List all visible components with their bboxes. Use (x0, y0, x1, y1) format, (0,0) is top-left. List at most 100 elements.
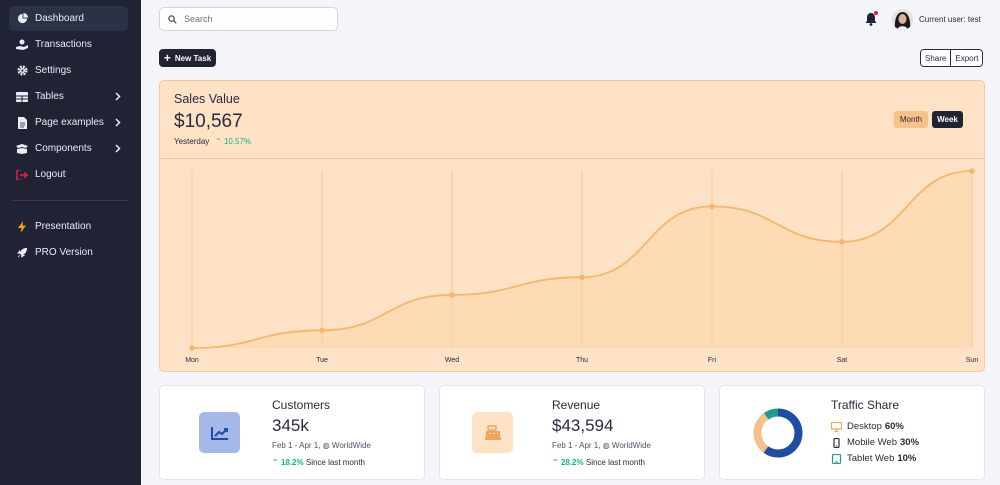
avatar[interactable] (892, 9, 913, 30)
sidebar-item-settings[interactable]: Settings (9, 58, 128, 83)
traffic-label: Desktop (847, 421, 882, 432)
sidebar-item-label: Transactions (35, 39, 92, 50)
sales-change: ⌃ 10.57% (215, 137, 251, 146)
cash-register-icon-box (472, 412, 513, 453)
sidebar-item-presentation[interactable]: Presentation (9, 214, 128, 239)
chart-point (319, 327, 325, 334)
sidebar-item-dashboard[interactable]: Dashboard (9, 6, 128, 31)
arrow-up-icon: ⌃ (215, 137, 224, 146)
since-text: Since last month (585, 458, 645, 467)
chart-x-tick-label: Mon (185, 357, 199, 364)
traffic-value: 30% (900, 437, 920, 448)
sidebar-divider (12, 200, 129, 201)
traffic-row-mobile: Mobile Web 30% (831, 437, 919, 448)
traffic-share-card: Traffic Share Desktop 60% Mobile Web 30% T… (719, 385, 985, 480)
chart-up-icon-box (199, 412, 240, 453)
sales-value: $10,567 (174, 111, 243, 132)
bell-icon[interactable] (865, 12, 877, 26)
new-task-label: New Task (174, 53, 212, 63)
export-button[interactable]: Export (950, 50, 983, 66)
desktop-icon (831, 421, 843, 432)
search-input[interactable] (184, 14, 324, 24)
share-button[interactable]: Share (921, 50, 951, 66)
globe-icon: ◍ (322, 441, 330, 450)
new-task-button[interactable]: + New Task (159, 49, 216, 67)
sidebar-item-pro-version[interactable]: PRO Version (9, 240, 128, 265)
sales-line-chart: Mon Tue Wed Thu Fri Sat Sun (185, 168, 979, 364)
chart-x-tick-label: Thu (576, 357, 588, 364)
rocket-icon (16, 247, 28, 259)
sidebar-item-label: Tables (35, 91, 64, 102)
sidebar-item-transactions[interactable]: Transactions (9, 32, 128, 57)
hand-holding-dollar-icon (16, 39, 28, 51)
sales-title: Sales Value (174, 92, 240, 106)
mobile-icon (831, 437, 843, 448)
customers-change: ⌃ 18.2% Since last month (272, 458, 365, 467)
chart-x-tick-label: Fri (708, 357, 717, 364)
traffic-row-tablet: Tablet Web 10% (831, 453, 916, 464)
customers-range: Feb 1 - Apr 1, ◍ WorldWide (272, 441, 371, 450)
notification-dot (874, 11, 878, 15)
chart-x-tick-label: Tue (316, 357, 328, 364)
traffic-donut-chart (753, 408, 803, 458)
donut-slice (753, 408, 803, 458)
tablet-icon (831, 453, 843, 464)
donut-slice (753, 408, 803, 458)
table-icon (16, 91, 28, 103)
chevron-right-icon (113, 92, 122, 101)
week-toggle[interactable]: Week (932, 111, 963, 128)
revenue-value: $43,594 (552, 416, 614, 435)
chevron-right-icon (113, 144, 122, 153)
sidebar-item-label: Page examples (35, 117, 104, 128)
sidebar-item-label: PRO Version (35, 247, 93, 258)
sidebar-item-label: Presentation (35, 221, 92, 232)
chart-area (192, 171, 972, 348)
search-icon (168, 14, 177, 24)
customers-value: 345k (272, 416, 309, 435)
revenue-change: ⌃ 28.2% Since last month (552, 458, 645, 467)
chart-point (449, 292, 455, 298)
sign-out-icon (16, 169, 28, 181)
chart-point (839, 239, 845, 245)
arrow-up-icon: ⌃ (272, 458, 281, 467)
chart-point (579, 274, 585, 280)
traffic-value: 10% (897, 453, 917, 464)
current-user-label: Current user: test (919, 15, 981, 24)
arrow-up-icon: ⌃ (552, 458, 561, 467)
cash-register-icon (484, 424, 501, 440)
traffic-label: Mobile Web (847, 437, 897, 448)
chart-x-tick-label: Sat (837, 357, 848, 364)
sales-period: Yesterday (174, 137, 210, 146)
gear-icon (16, 65, 28, 77)
chart-x-tick-label: Sun (966, 357, 979, 364)
pie-chart-icon (16, 13, 28, 25)
sidebar-item-tables[interactable]: Tables (9, 84, 128, 109)
traffic-label: Tablet Web (847, 453, 895, 464)
traffic-value: 60% (884, 421, 904, 432)
month-toggle[interactable]: Month (894, 111, 928, 128)
range-text: Feb 1 - Apr 1, (552, 441, 601, 450)
plus-icon: + (163, 51, 171, 65)
chart-divider (160, 158, 984, 159)
revenue-card: Revenue $43,594 Feb 1 - Apr 1, ◍ WorldWi… (439, 385, 705, 480)
chevron-right-icon (113, 118, 122, 127)
sidebar-item-label: Components (35, 143, 92, 154)
sidebar-item-label: Dashboard (35, 13, 84, 24)
document-icon (16, 116, 28, 129)
traffic-row-desktop: Desktop 60% (831, 421, 904, 432)
sidebar-item-page-examples[interactable]: Page examples (9, 110, 128, 135)
sales-value-card: Sales Value $10,567 Yesterday ⌃ 10.57% M… (159, 80, 985, 372)
chart-x-tick-label: Wed (445, 357, 459, 364)
sidebar-item-label: Logout (35, 169, 66, 180)
revenue-range: Feb 1 - Apr 1, ◍ WorldWide (552, 441, 651, 450)
sidebar-item-logout[interactable]: Logout (9, 162, 128, 187)
sidebar-item-label: Settings (35, 65, 72, 76)
change-value: 28.2% (560, 458, 584, 467)
region-text: WorldWide (611, 441, 651, 450)
chart-point (969, 168, 975, 174)
sidebar-item-components[interactable]: Components (9, 136, 128, 161)
box-open-icon (16, 143, 28, 155)
revenue-title: Revenue (552, 398, 601, 412)
traffic-title: Traffic Share (831, 398, 900, 412)
search-box[interactable] (159, 7, 338, 31)
